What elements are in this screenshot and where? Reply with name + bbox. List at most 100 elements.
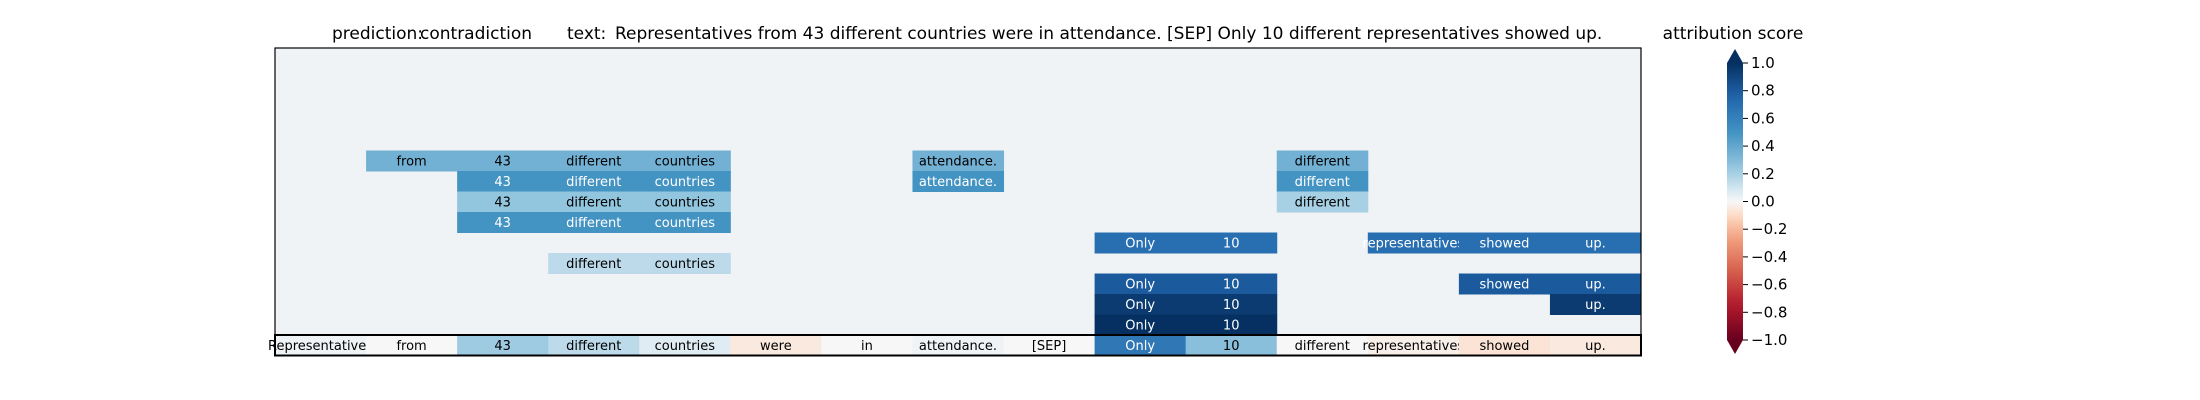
summary-cell [1458,335,1551,356]
heatmap-cell [1094,294,1187,315]
heatmap-cell [548,191,640,213]
heatmap-cell [457,171,549,192]
summary-token-label: attendance. [919,339,997,354]
summary-cell [1549,335,1642,356]
colorbar-tick-label: 0.0 [1751,193,1775,211]
colorbar-tick-label: 0.2 [1751,165,1775,183]
cell-token-label: showed [1479,236,1529,251]
heatmap-cell [548,253,640,274]
cell-token-label: 43 [494,175,511,190]
colorbar-tick-label: −1.0 [1751,331,1787,349]
cell-token-label: countries [655,154,716,169]
heatmap-cell [1458,273,1551,295]
colorbar-tick-label: −0.2 [1751,220,1787,238]
heatmap-cell [639,191,731,213]
cell-token-label: different [566,216,621,231]
cell-token-label: 10 [1223,318,1240,333]
cell-token-label: Only [1125,318,1155,333]
cell-token-label: different [566,154,621,169]
cell-token-label: different [1295,195,1350,210]
heatmap-cell [1185,232,1278,254]
cell-token-label: different [1295,154,1350,169]
heatmap-cell [1549,294,1642,315]
summary-token-label: were [760,339,792,354]
summary-cell [1367,335,1460,356]
figure-title: prediction: contradiction text: Represen… [332,24,1602,44]
prediction-value: contradiction [420,24,532,44]
heatmap-cell [639,212,731,233]
colorbar-tick-label: 0.6 [1751,109,1775,127]
heatmap-cell [457,150,549,172]
summary-cell [1276,335,1369,356]
attribution-heatmap: from 43 different countries attendance. diffe… [268,48,1642,356]
summary-token-label: 10 [1223,339,1240,354]
summary-cell [1185,335,1278,356]
cell-token-label: Only [1125,277,1155,292]
prediction-label: prediction: [332,24,423,44]
colorbar-min-extend [1727,340,1743,354]
heatmap-cell [1185,294,1278,315]
heatmap-cell [1367,232,1460,254]
heatmap-cell [1094,314,1187,336]
heatmap-cell [457,191,549,213]
cell-token-label: different [566,175,621,190]
heatmap-cell [639,171,731,192]
cell-token-label: countries [655,195,716,210]
cell-token-label: from [396,154,426,169]
cell-token-label: 43 [494,216,511,231]
colorbar-max-extend [1727,49,1743,63]
heatmap-cell [1185,273,1278,295]
cell-token-label: different [566,195,621,210]
summary-cell [275,335,367,356]
cell-token-label: attendance. [919,154,997,169]
heatmap-cell [366,150,458,172]
cell-token-label: Only [1125,236,1155,251]
summary-token-label: different [566,339,621,354]
summary-cell [912,335,1005,356]
heatmap-cell [1276,171,1369,192]
summary-cell [1003,335,1096,356]
cell-token-label: 10 [1223,277,1240,292]
heatmap-cell [1185,314,1278,336]
heatmap-cell [1276,150,1369,172]
summary-token-label: countries [655,339,716,354]
colorbar-tick-label: 0.8 [1751,82,1775,100]
summary-cell [366,335,458,356]
summary-token-label: showed [1479,339,1529,354]
heatmap-cell [639,150,731,172]
heatmap-cell [1549,273,1642,295]
summary-cell [457,335,549,356]
summary-cell [730,335,822,356]
cell-token-label: up. [1585,298,1606,313]
summary-token-label: [SEP] [1032,339,1066,354]
colorbar-tick-label: 0.4 [1751,137,1775,155]
cell-token-label: countries [655,257,716,272]
colorbar: attribution score 1.0 0.8 0.6 0.4 0.2 0.0 −0.2… [1663,24,1803,354]
summary-token-label: representatives [1363,339,1465,354]
heatmap-cell [548,171,640,192]
summary-token-label: 43 [494,339,511,354]
summary-token-label: up. [1585,339,1606,354]
heatmap-cell [639,253,731,274]
cell-token-label: up. [1585,236,1606,251]
text-label: text: [567,24,606,44]
summary-row-frame [274,334,1642,357]
heatmap-cell [548,150,640,172]
summary-cell [639,335,731,356]
cell-token-label: 10 [1223,236,1240,251]
cell-token-label: representatives [1363,236,1465,251]
colorbar-tick-label: 1.0 [1751,54,1775,72]
cell-token-label: countries [655,216,716,231]
summary-token-label: different [1295,339,1350,354]
colorbar-ticks: 1.0 0.8 0.6 0.4 0.2 0.0 −0.2 −0.4 −0.6 −0.8 −1.0 [1743,54,1787,349]
summary-token-label: from [396,339,426,354]
summary-token-label: Representatives [268,339,373,354]
heatmap-cell [1276,191,1369,213]
heatmap-cell [1549,232,1642,254]
heatmap-cell [548,212,640,233]
cell-token-label: Only [1125,298,1155,313]
text-value: Representatives from 43 different countr… [615,24,1602,44]
cell-token-label: 43 [494,154,511,169]
heatmap-cell [457,212,549,233]
